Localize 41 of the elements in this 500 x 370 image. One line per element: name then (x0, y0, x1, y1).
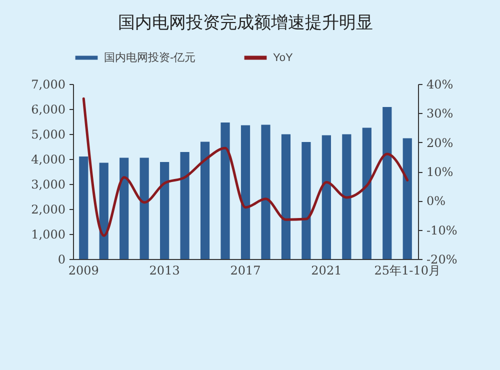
x-tick-label: 2009 (68, 264, 99, 278)
bar (160, 162, 170, 259)
bar (240, 125, 250, 259)
bar (200, 142, 210, 259)
bar (302, 142, 311, 259)
x-tick-label: 2017 (230, 264, 261, 278)
bar (120, 158, 129, 259)
bar (281, 134, 291, 259)
y2-tick-label: 0% (426, 194, 446, 208)
bar (220, 122, 230, 259)
y-tick-label: 0 (58, 252, 66, 266)
y-tick-label: 3,000 (31, 178, 66, 192)
x-tick-label: 25年1-10月 (374, 264, 440, 278)
y-tick-label: 7,000 (31, 78, 66, 92)
bar (261, 124, 270, 259)
bar (362, 128, 372, 259)
bar (322, 135, 331, 259)
y2-tick-label: -20% (426, 252, 458, 266)
y2-tick-label: 40% (426, 78, 454, 92)
y-tick-label: 5,000 (31, 128, 66, 142)
bar (180, 152, 190, 259)
legend-label: 国内电网投资-亿元 (104, 50, 196, 64)
bar (99, 162, 108, 259)
y2-tick-label: -10% (426, 223, 458, 238)
y2-tick-label: 20% (426, 136, 454, 150)
legend-label: YoY (273, 52, 294, 64)
chart-title: 国内电网投资完成额增速提升明显 (118, 13, 373, 33)
y-tick-label: 1,000 (31, 228, 66, 242)
x-tick-label: 2013 (149, 264, 180, 278)
bar (79, 156, 88, 259)
bar (140, 158, 149, 259)
line-series (82, 97, 409, 237)
y2-tick-label: 10% (426, 165, 454, 179)
bar (382, 107, 392, 259)
y-tick-label: 2,000 (31, 202, 66, 216)
y-tick-label: 6,000 (31, 102, 66, 116)
bar (402, 138, 412, 259)
bar (342, 134, 352, 259)
y-tick-label: 4,000 (31, 152, 66, 166)
x-tick-label: 2021 (311, 264, 342, 278)
y2-tick-label: 30% (426, 106, 454, 121)
